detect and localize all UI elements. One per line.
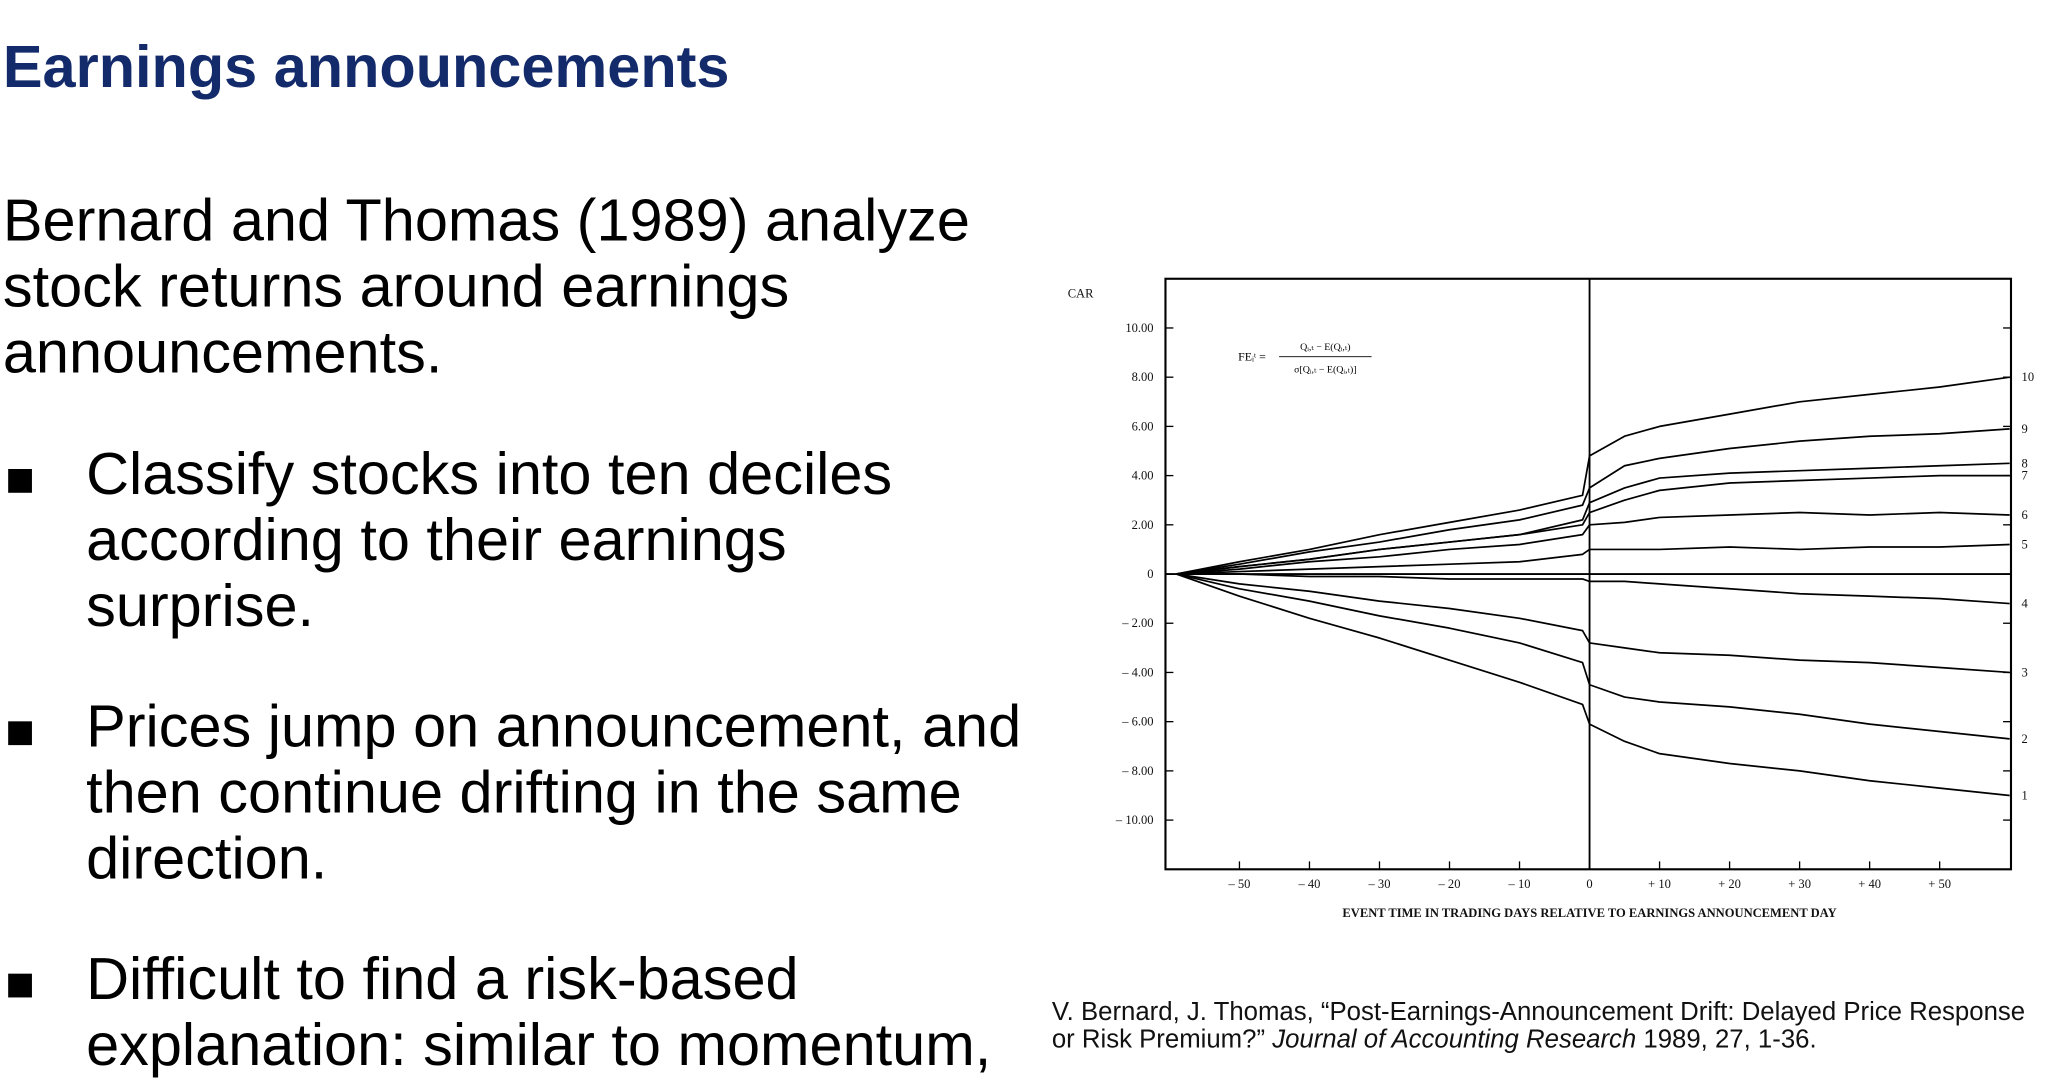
x-tick-label: + 20 [1718,877,1741,891]
formula-numerator: Qᵢ,ₜ − E(Qᵢ,ₜ) [1300,342,1351,353]
decile-line [1176,573,2010,605]
x-tick-label: + 10 [1648,877,1671,891]
bullet-line: Difficult to find a risk-based [86,945,798,1012]
intro-line: announcements. [3,319,442,386]
bullet-line: direction. [86,825,327,892]
y-tick-label: – 8.00 [1121,764,1153,778]
y-tick-label: 6.00 [1132,419,1154,433]
y-axis-label: CAR [1068,286,1094,300]
decile-line [1176,462,2010,575]
y-tick-label: 8.00 [1132,370,1154,384]
bullet-line: surprise. [86,572,314,639]
series-label: 1 [2022,788,2028,802]
y-tick-label: 2.00 [1132,518,1154,532]
decile-line [1176,573,2010,740]
x-tick-label: 0 [1586,877,1592,891]
y-tick-label: 4.00 [1132,469,1154,483]
x-tick-label: – 10 [1508,877,1531,891]
formula-denominator: σ[Qᵢ,ₜ − E(Qᵢ,ₜ)] [1294,365,1356,376]
series-label: 2 [2022,732,2028,746]
x-tick-label: – 50 [1227,877,1250,891]
series-label: 4 [2022,597,2029,611]
formula-lhs: FEᵢᵗ = [1238,350,1266,364]
decile-line [1176,543,2010,575]
series-label: 7 [2022,469,2028,483]
journal-name: Journal of Accounting Research [1271,1026,1636,1054]
citation-text: 1989, 27, 1-36. [1636,1026,1816,1054]
y-tick-label: 10.00 [1125,321,1153,335]
decile-line [1176,573,2010,674]
bullet-marker [8,468,32,493]
y-tick-label: – 6.00 [1121,715,1153,729]
citation-line: V. Bernard, J. Thomas, “Post-Earnings-An… [1052,998,2025,1026]
y-tick-label: – 2.00 [1121,616,1153,630]
series-label: 8 [2022,456,2028,470]
decile-line [1176,511,2010,575]
x-axis-label: EVENT TIME IN TRADING DAYS RELATIVE TO E… [1342,906,1836,920]
y-tick-label: – 10.00 [1115,813,1154,827]
bullet-line: then continue drifting in the same [86,758,962,825]
series-label: 5 [2022,537,2028,551]
bullet-line: explanation: similar to momentum, [86,1011,991,1078]
decile-line [1176,474,2010,575]
intro-line: stock returns around earnings [3,253,789,320]
x-tick-label: + 50 [1928,877,1951,891]
decile-line [1176,427,2010,575]
bullet-line: Classify stocks into ten deciles [86,440,892,507]
bullet-line: Prices jump on announcement, and [86,692,1021,759]
x-tick-label: – 40 [1297,877,1320,891]
decile-line [1176,376,2010,575]
bullet-marker [8,721,32,746]
bullet-marker [8,973,32,998]
slide-title: Earnings announcements [3,33,730,100]
x-tick-label: + 30 [1788,877,1811,891]
intro-line: Bernard and Thomas (1989) analyze [3,186,970,253]
series-label: 10 [2022,370,2035,384]
y-tick-label: 0 [1147,567,1153,581]
x-tick-label: + 40 [1858,877,1881,891]
citation-line: or Risk Premium?” Journal of Accounting … [1052,1026,1817,1054]
series-label: 9 [2022,422,2028,436]
y-tick-label: – 4.00 [1121,665,1153,679]
x-tick-label: – 20 [1438,877,1461,891]
bullet-line: according to their earnings [86,506,786,573]
chart: CAR EVENT TIME IN TRADING DAYS RELATIVE … [1068,277,2035,920]
series-label: 3 [2022,665,2028,679]
citation-text: or Risk Premium?” [1052,1026,1272,1054]
x-tick-label: – 30 [1368,877,1391,891]
decile-line [1176,573,2010,797]
series-label: 6 [2022,508,2028,522]
